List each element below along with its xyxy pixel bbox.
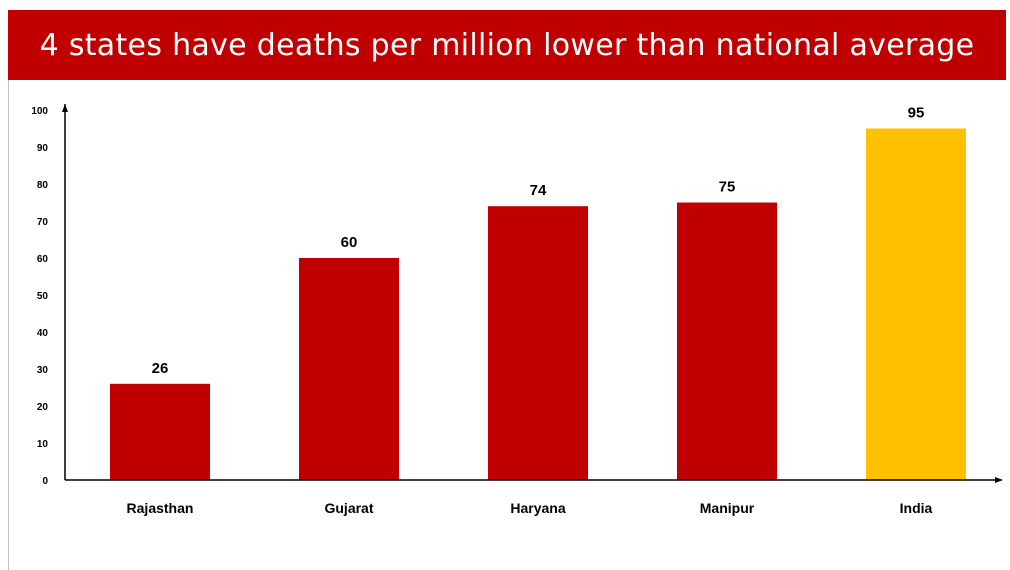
bar-gujarat — [299, 258, 399, 480]
y-tick-label: 30 — [37, 365, 49, 376]
bar-haryana — [488, 206, 588, 480]
y-tick-label: 50 — [37, 291, 49, 302]
y-tick-label: 80 — [37, 180, 49, 191]
bar-manipur — [677, 202, 777, 480]
data-label-gujarat: 60 — [341, 234, 358, 251]
y-tick-label: 10 — [37, 439, 49, 450]
slide-frame-edge — [8, 80, 9, 570]
x-axis-arrow — [995, 477, 1003, 483]
y-tick-label: 20 — [37, 402, 49, 413]
title-banner: 4 states have deaths per million lower t… — [8, 10, 1006, 80]
y-tick-label: 90 — [37, 143, 49, 154]
x-tick-label-gujarat: Gujarat — [324, 500, 373, 516]
bars: 26 60 74 75 95 — [110, 105, 966, 480]
y-axis: 0 10 20 30 40 50 60 70 80 90 100 — [31, 104, 68, 487]
bar-india — [866, 128, 966, 480]
x-tick-label-rajasthan: Rajasthan — [127, 500, 194, 516]
chart-title: 4 states have deaths per million lower t… — [39, 27, 975, 63]
x-tick-label-india: India — [900, 500, 933, 516]
y-tick-label: 40 — [37, 328, 49, 339]
y-axis-arrow — [62, 104, 68, 112]
data-label-rajasthan: 26 — [152, 360, 169, 377]
data-label-manipur: 75 — [719, 179, 736, 196]
y-tick-label: 60 — [37, 254, 49, 265]
y-tick-label: 100 — [31, 106, 48, 117]
data-label-haryana: 74 — [530, 182, 547, 199]
y-tick-label: 70 — [37, 217, 49, 228]
bar-rajasthan — [110, 383, 210, 480]
x-axis: Rajasthan Gujarat Haryana Manipur India — [65, 477, 1003, 516]
data-label-india: 95 — [908, 105, 925, 122]
y-tick-label: 0 — [42, 476, 48, 487]
x-tick-label-haryana: Haryana — [510, 500, 565, 516]
x-tick-label-manipur: Manipur — [700, 500, 755, 516]
